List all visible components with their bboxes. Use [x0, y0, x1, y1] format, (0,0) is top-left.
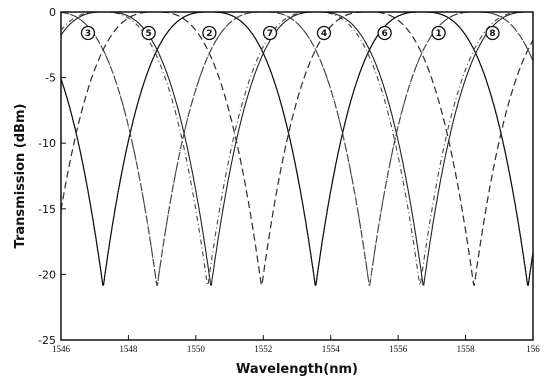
series-line-1 — [61, 12, 533, 286]
marker-circle — [485, 25, 500, 41]
marker-circle — [316, 25, 332, 41]
x-axis-label: Wavelength(nm) — [236, 362, 358, 377]
x-tick-label: 1552 — [254, 344, 272, 354]
y-tick-label: 0 — [49, 6, 56, 19]
marker-circle — [377, 25, 392, 41]
series-line-8 — [61, 12, 533, 286]
plot-frame — [60, 11, 534, 341]
x-tick-label: 1554 — [322, 344, 341, 354]
channel-marker-5: 5 — [141, 25, 156, 41]
y-tick-label: -20 — [38, 268, 56, 281]
marker-circle — [80, 25, 96, 41]
marker-label: 1 — [435, 29, 441, 39]
x-tick-label: 1550 — [187, 344, 206, 354]
marker-label: 4 — [321, 29, 327, 39]
series-line-4 — [61, 12, 533, 286]
y-axis-label: Transmission (dBm) — [13, 104, 28, 249]
marker-label: 2 — [206, 29, 212, 39]
channel-marker-4: 4 — [316, 25, 332, 41]
channel-marker-2: 2 — [202, 25, 217, 41]
y-tick-label: -25 — [38, 334, 56, 347]
series-line-7 — [61, 12, 533, 286]
channel-marker-8: 8 — [485, 25, 500, 41]
marker-label: 7 — [267, 29, 273, 39]
marker-label: 8 — [489, 29, 495, 39]
marker-label: 3 — [85, 29, 91, 39]
channel-marker-7: 7 — [262, 25, 278, 41]
x-tick-label: 1556 — [389, 344, 408, 354]
x-axis: 1546 1548 1550 1552 1554 1556 1558 156 — [52, 335, 540, 354]
marker-circle — [262, 25, 278, 41]
x-tick-label: 1546 — [52, 344, 71, 354]
channel-marker-1: 1 — [431, 25, 446, 41]
y-tick-label: -5 — [45, 72, 56, 85]
series-line-5 — [61, 12, 533, 286]
channel-marker-3: 3 — [80, 25, 96, 41]
series-line-6 — [61, 12, 533, 286]
x-tick-label: 1558 — [457, 344, 476, 354]
marker-circle — [141, 25, 156, 41]
x-tick-label: 156 — [526, 344, 540, 354]
y-tick-label: -10 — [38, 137, 56, 150]
channel-marker-6: 6 — [377, 25, 392, 41]
y-axis: 0 -5 -10 -15 -20 -25 — [38, 6, 66, 347]
y-tick-label: -15 — [38, 203, 56, 216]
marker-circle — [431, 25, 446, 41]
marker-layer: 3 5 2 7 4 6 1 8 — [80, 25, 500, 41]
marker-label: 5 — [146, 29, 152, 39]
series-line-3 — [61, 12, 533, 286]
series-line-2 — [61, 12, 533, 286]
marker-label: 6 — [382, 29, 388, 39]
marker-circle — [202, 25, 217, 41]
x-tick-label: 1548 — [119, 344, 138, 354]
series-layer — [61, 12, 533, 286]
